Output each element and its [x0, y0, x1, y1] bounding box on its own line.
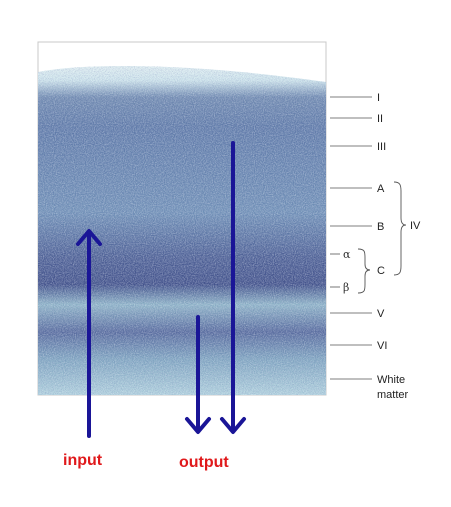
- output-arrow-long: [220, 141, 246, 434]
- brace-IV: [393, 181, 407, 276]
- layer-label-IVB: B: [377, 221, 384, 233]
- signal-arrows: [76, 141, 246, 438]
- layer-label-VI: VI: [377, 340, 387, 352]
- layer-label-V: V: [377, 308, 385, 320]
- stained-tissue-section: [38, 66, 326, 395]
- layer-label-II: II: [377, 113, 383, 125]
- sublayer-label-alpha: α: [343, 248, 351, 261]
- input-arrow: [76, 229, 102, 438]
- output-arrow-short: [185, 315, 211, 434]
- output-label: output: [179, 454, 229, 471]
- layer-group-label-IV: IV: [410, 220, 421, 232]
- layer-label-IVA: A: [377, 183, 385, 195]
- input-label: input: [63, 452, 103, 469]
- layer-label-white-matter-line2: matter: [377, 389, 409, 401]
- sublayer-label-beta: β: [343, 281, 349, 294]
- layer-leader-lines: [330, 96, 372, 380]
- layer-label-white-matter-line1: White: [377, 374, 405, 386]
- brace-IVC: [357, 248, 371, 294]
- layer-label-III: III: [377, 141, 386, 153]
- layer-label-IVC: C: [377, 265, 385, 277]
- layer-label-I: I: [377, 92, 380, 104]
